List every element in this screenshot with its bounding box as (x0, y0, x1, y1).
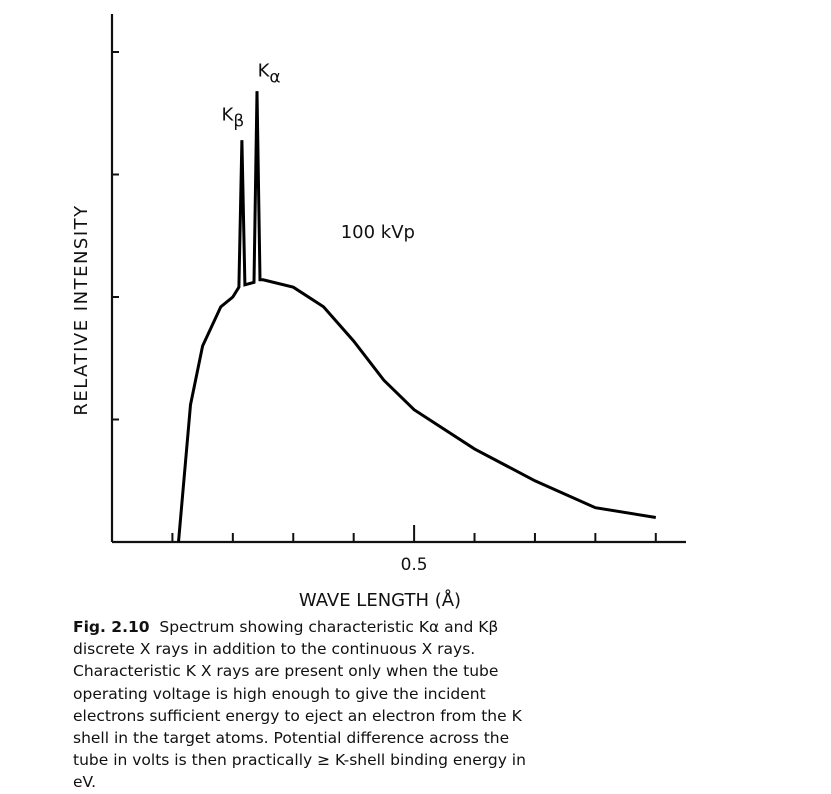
spectrum-line (177, 91, 657, 543)
annotation-label: Kα (258, 61, 281, 88)
annotation-label: Kβ (222, 105, 245, 132)
y-axis-label: RELATIVE INTENSITY (71, 204, 92, 415)
x-axis-label: WAVE LENGTH (Å) (299, 589, 461, 611)
x-ticks (171, 525, 657, 542)
spectrum-chart: 0.5 100 kVp Kβ Kα WAVE LENGTH (Å) RELATIVE… (71, 14, 686, 611)
caption-text: Spectrum showing characteristic Kα and K… (73, 618, 526, 792)
figure-label: Fig. 2.10 (73, 618, 150, 636)
figure-caption: Fig. 2.10 Spectrum showing characteristi… (73, 616, 543, 794)
annotations: 100 kVp Kβ Kα (222, 61, 415, 244)
x-tick-label: 0.5 (401, 555, 428, 575)
annotation-label: 100 kVp (341, 222, 415, 243)
y-ticks (112, 51, 119, 421)
x-tick-labels: 0.5 (401, 555, 428, 575)
